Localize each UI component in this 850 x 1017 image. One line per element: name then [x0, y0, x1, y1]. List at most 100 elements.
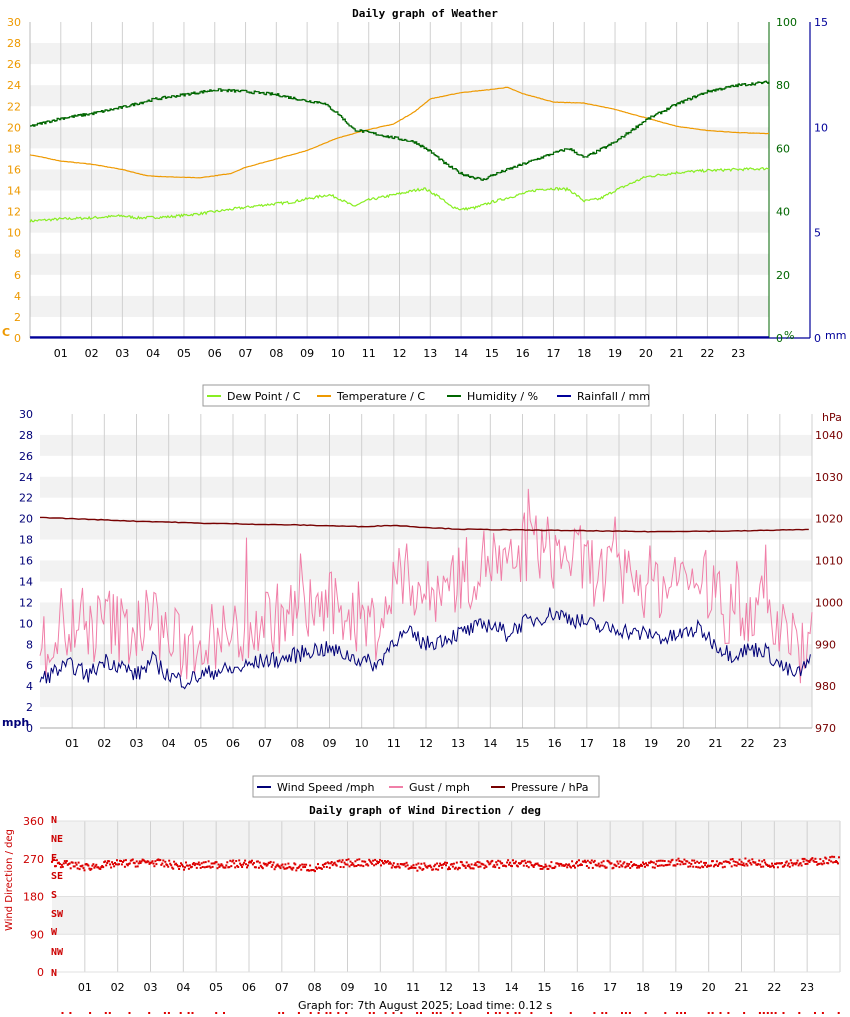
wind-direction-point — [476, 860, 479, 863]
wind-direction-point — [617, 862, 620, 865]
chart-2-pressure-tick: 1030 — [815, 471, 843, 484]
wind-direction-point — [492, 865, 495, 868]
wind-direction-point — [289, 866, 292, 869]
chart-2-series — [39, 488, 813, 690]
wind-direction-point — [612, 866, 615, 869]
chart-1-hum-tick: 100 — [776, 16, 797, 29]
bottom-dot — [392, 1012, 395, 1014]
wind-direction-point — [64, 861, 67, 864]
wind-direction-point — [732, 860, 735, 863]
wind-direction-point — [603, 865, 606, 868]
wind-direction-point — [472, 867, 475, 870]
wind-direction-point — [83, 869, 86, 872]
wind-direction-point — [508, 863, 510, 866]
chart-1-temp-tick: 10 — [7, 227, 21, 240]
wind-direction-point — [482, 863, 485, 866]
wind-direction-point — [697, 866, 700, 869]
wind-direction-point — [93, 866, 96, 869]
wind-direction-point — [228, 866, 231, 869]
chart-3-compass-tick: N — [51, 815, 57, 826]
chart-2-speed-tick: 2 — [26, 701, 33, 714]
wind-direction-point — [639, 864, 641, 867]
wind-direction-point — [184, 866, 186, 869]
wind-direction-point — [82, 867, 85, 870]
wind-direction-point — [705, 861, 707, 864]
wind-direction-point — [59, 866, 62, 869]
chart-1-rain-tick: 5 — [814, 227, 821, 240]
wind-direction-point — [829, 856, 832, 859]
wind-direction-point — [531, 864, 534, 867]
wind-direction-point — [106, 862, 109, 864]
bottom-dot — [743, 1012, 746, 1014]
wind-direction-point — [757, 863, 760, 866]
chart-2-hour-tick: 21 — [709, 737, 723, 750]
wind-direction-point — [351, 862, 354, 865]
wind-direction-point — [655, 860, 658, 863]
wind-direction-point — [193, 864, 196, 867]
chart-3-deg-tick: 90 — [30, 928, 44, 941]
chart-3-hour-tick: 03 — [144, 981, 158, 994]
wind-direction-point — [376, 860, 378, 863]
bottom-dot — [494, 1012, 497, 1014]
wind-direction-point — [134, 865, 137, 868]
wind-direction-point — [669, 861, 672, 864]
wind-direction-point — [420, 862, 423, 865]
wind-direction-point — [375, 863, 378, 866]
chart-1-rain-unit: mm — [825, 329, 846, 342]
chart-2-speed-tick: 24 — [19, 471, 33, 484]
bottom-dot — [798, 1012, 801, 1014]
bottom-dot — [530, 1012, 533, 1014]
chart-1-hour-tick: 12 — [393, 347, 407, 360]
wind-direction-point — [547, 867, 550, 870]
chart-1-rain-tick: 0 — [814, 332, 821, 345]
wind-direction-point — [796, 859, 799, 862]
chart-1-temp-tick: 26 — [7, 58, 21, 71]
wind-direction-point — [558, 864, 561, 867]
wind-direction-point — [417, 862, 420, 865]
wind-direction-point — [68, 862, 71, 865]
wind-direction-point — [689, 865, 692, 868]
chart-1-title: Daily graph of Weather — [352, 7, 498, 20]
wind-direction-point — [440, 864, 443, 867]
wind-direction-point — [316, 867, 318, 870]
wind-direction-point — [566, 866, 569, 869]
chart-2-hour-tick: 19 — [644, 737, 658, 750]
chart-1-temp-tick: 6 — [14, 269, 21, 282]
wind-direction-point — [584, 861, 587, 864]
wind-direction-point — [837, 862, 839, 865]
wind-direction-point — [636, 866, 639, 869]
chart-1-hum-tick: 80 — [776, 79, 790, 92]
wind-direction-point — [714, 863, 717, 866]
chart-3-hour-tick: 22 — [767, 981, 781, 994]
wind-direction-point — [275, 864, 278, 867]
wind-direction-point — [286, 866, 289, 869]
wind-direction-point — [190, 865, 193, 868]
chart-1-temp-tick: 22 — [7, 100, 21, 113]
wind-direction-point — [218, 865, 221, 868]
chart-1-temp-tick: 30 — [7, 16, 21, 29]
wind-direction-point — [176, 864, 179, 867]
wind-direction-point — [97, 866, 100, 869]
wind-direction-point — [809, 859, 812, 862]
wind-direction-point — [345, 859, 348, 861]
wind-direction-point — [608, 861, 611, 864]
chart-3-hour-tick: 14 — [505, 981, 519, 994]
chart-1-legend-box — [202, 384, 650, 407]
wind-direction-point — [239, 862, 242, 865]
wind-direction-point — [560, 863, 563, 866]
chart-1-temp-tick: 8 — [14, 248, 21, 261]
wind-direction-point — [695, 865, 698, 868]
wind-direction-point — [164, 860, 167, 863]
bottom-dot — [297, 1012, 300, 1014]
chart-3-hour-tick: 12 — [439, 981, 453, 994]
chart-2-hour-tick: 14 — [483, 737, 497, 750]
wind-direction-point — [170, 864, 173, 867]
chart-2-ticks: 0246810121416182022242628309709809901000… — [19, 408, 843, 750]
chart-3-compass-tick: SE — [51, 871, 63, 882]
chart-3-hour-tick: 18 — [636, 981, 650, 994]
wind-direction-point — [77, 861, 80, 864]
wind-direction-point — [398, 866, 401, 869]
chart-3-hour-tick: 23 — [800, 981, 814, 994]
wind-direction-point — [571, 860, 574, 863]
